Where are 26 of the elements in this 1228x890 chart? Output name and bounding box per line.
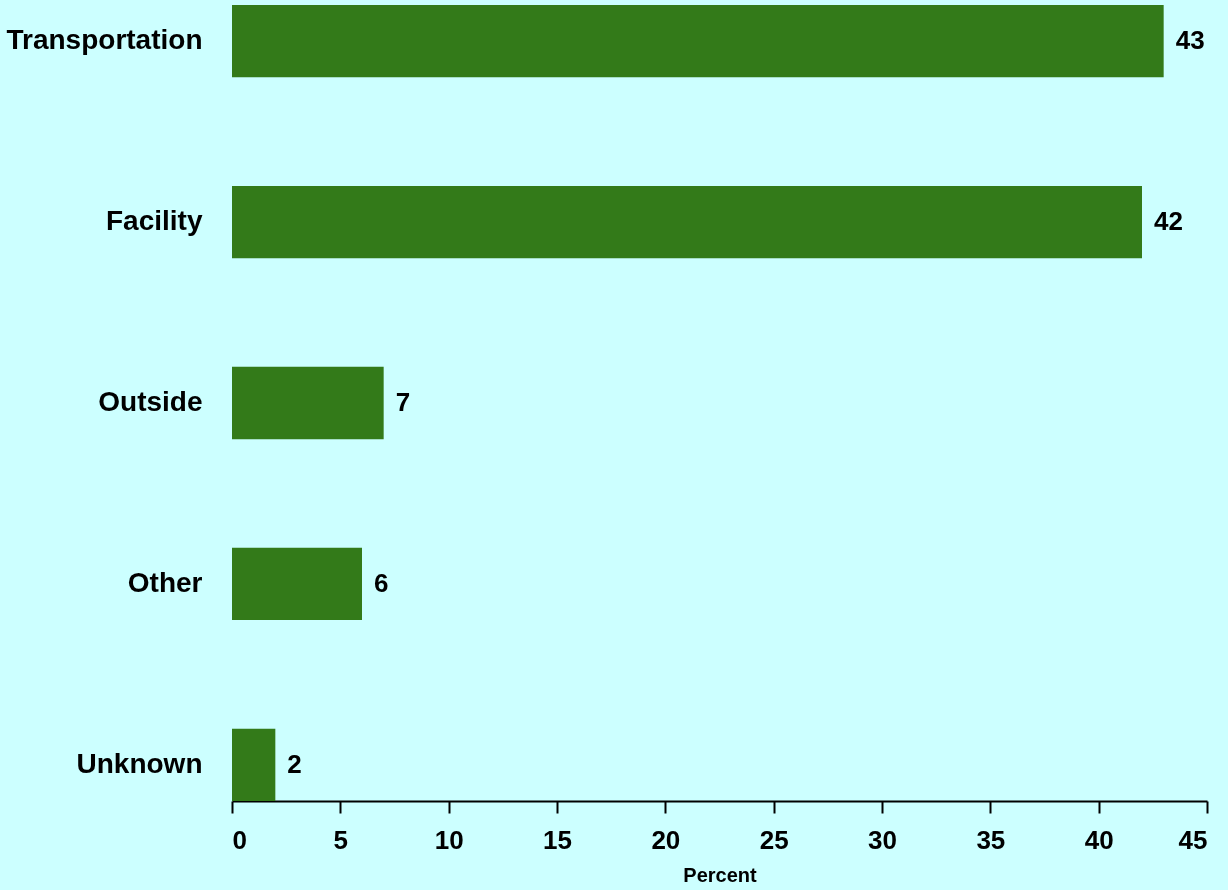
x-tick-label: 5 — [333, 824, 349, 855]
x-tick-label: 30 — [868, 824, 897, 855]
x-tick-label: 0 — [232, 824, 247, 855]
x-tick-label: 40 — [1084, 824, 1114, 855]
x-tick-label: 25 — [759, 824, 789, 855]
x-tick-label: 10 — [434, 824, 464, 855]
y-tick-label: Transportation — [6, 24, 203, 56]
y-tick-label: Outside — [98, 386, 203, 417]
data-label: 2 — [287, 748, 302, 779]
x-axis-title: Percent — [683, 863, 758, 886]
y-tick-label: Unknown — [76, 747, 203, 779]
x-tick-label: 15 — [543, 824, 572, 855]
x-tick-label: 45 — [1178, 824, 1208, 855]
bar — [232, 185, 1142, 259]
bar — [232, 728, 276, 801]
bar — [232, 547, 362, 621]
bar — [232, 366, 384, 440]
data-label: 7 — [395, 387, 411, 417]
y-tick-label: Facility — [106, 205, 203, 237]
x-tick-label: 20 — [651, 824, 681, 855]
data-label: 6 — [374, 567, 389, 598]
data-label: 43 — [1175, 25, 1205, 56]
bar — [232, 5, 1164, 78]
data-label: 42 — [1154, 206, 1183, 237]
y-tick-label: Other — [127, 566, 203, 598]
x-tick-label: 35 — [976, 824, 1006, 855]
